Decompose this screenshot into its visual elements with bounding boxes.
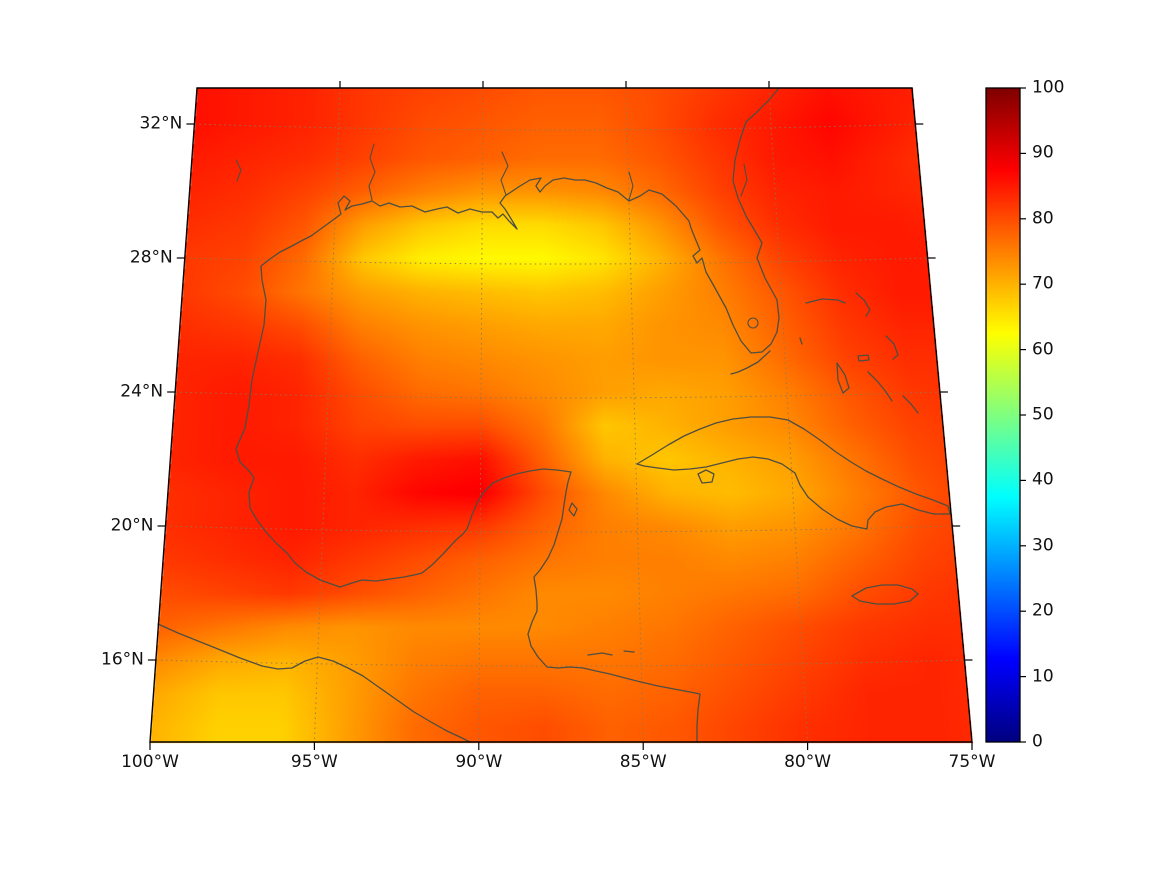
axis-ticks bbox=[147, 81, 973, 750]
lat-tick-label: 24°N bbox=[120, 381, 164, 402]
graticule-line bbox=[768, 87, 809, 743]
river-st-johns bbox=[740, 163, 748, 197]
lon-tick-label: 95°W bbox=[290, 752, 338, 772]
lat-tick-label: 20°N bbox=[110, 515, 154, 536]
coastline-bay-islands bbox=[587, 650, 635, 656]
graticule-line bbox=[313, 87, 341, 743]
coastline-jamaica bbox=[851, 584, 919, 605]
river-mississippi bbox=[500, 151, 509, 196]
colorbar-tick-label: 40 bbox=[1032, 469, 1054, 490]
graticule-meridians bbox=[313, 87, 809, 743]
graticule-line bbox=[175, 391, 940, 399]
colorbar-tick-label: 100 bbox=[1032, 77, 1065, 98]
island-andros bbox=[836, 362, 850, 394]
island-roatan bbox=[587, 652, 613, 656]
coastlines bbox=[157, 87, 951, 743]
coastline-isla-juventud bbox=[697, 469, 715, 484]
colorbar-tick-label: 30 bbox=[1032, 535, 1054, 556]
island-bimini bbox=[799, 337, 803, 345]
coastline-gulf-atlantic bbox=[235, 87, 780, 743]
colorbar-tick-label: 50 bbox=[1032, 404, 1054, 425]
island-guanaja bbox=[623, 650, 635, 653]
graticule-line bbox=[625, 87, 644, 743]
rivers-lakes bbox=[235, 143, 759, 329]
graticule-line bbox=[194, 123, 916, 131]
lon-tick-label: 90°W bbox=[455, 752, 503, 772]
coastline-florida-keys bbox=[730, 350, 771, 375]
river-texas bbox=[235, 159, 242, 182]
river-apalachicola bbox=[628, 171, 634, 201]
lon-tick-label: 100°W bbox=[121, 752, 179, 772]
graticule-line bbox=[478, 87, 484, 743]
lon-tick-label: 75°W bbox=[948, 752, 996, 772]
graticule-line bbox=[155, 659, 965, 667]
lat-tick-label: 32°N bbox=[139, 113, 183, 134]
lon-tick-label: 80°W bbox=[784, 752, 832, 772]
graticule-parallels bbox=[155, 123, 965, 667]
coastline-cuba bbox=[636, 416, 951, 530]
island-grand-bahama bbox=[805, 298, 846, 304]
colorbar-ticks bbox=[1020, 87, 1026, 743]
colorbar-tick-label: 90 bbox=[1032, 142, 1054, 163]
colorbar-tick-label: 0 bbox=[1032, 731, 1043, 752]
river-sabine bbox=[368, 143, 376, 201]
colorbar-tick-label: 20 bbox=[1032, 600, 1054, 621]
island-new-providence bbox=[857, 354, 870, 362]
colorbar-tick-label: 10 bbox=[1032, 666, 1054, 687]
colorbar-frame bbox=[985, 87, 1021, 743]
coastline-pacific-mexico bbox=[157, 623, 471, 743]
coastline-bahamas bbox=[799, 292, 919, 414]
lon-tick-label: 85°W bbox=[619, 752, 667, 772]
map-frame bbox=[149, 87, 973, 743]
colorbar-tick-label: 80 bbox=[1032, 208, 1054, 229]
island-abaco bbox=[855, 292, 871, 317]
lake-okeechobee bbox=[747, 317, 759, 329]
coastline-cozumel bbox=[568, 502, 578, 517]
graticule-line bbox=[184, 257, 928, 265]
colorbar-tick-label: 70 bbox=[1032, 273, 1054, 294]
island-long-island bbox=[902, 395, 919, 414]
colorbar-canvas bbox=[986, 88, 1020, 742]
lat-tick-label: 28°N bbox=[129, 247, 173, 268]
island-exuma-chain bbox=[867, 371, 893, 402]
colorbar-tick-label: 60 bbox=[1032, 339, 1054, 360]
lat-tick-label: 16°N bbox=[101, 649, 144, 670]
island-eleuthera bbox=[885, 335, 899, 360]
